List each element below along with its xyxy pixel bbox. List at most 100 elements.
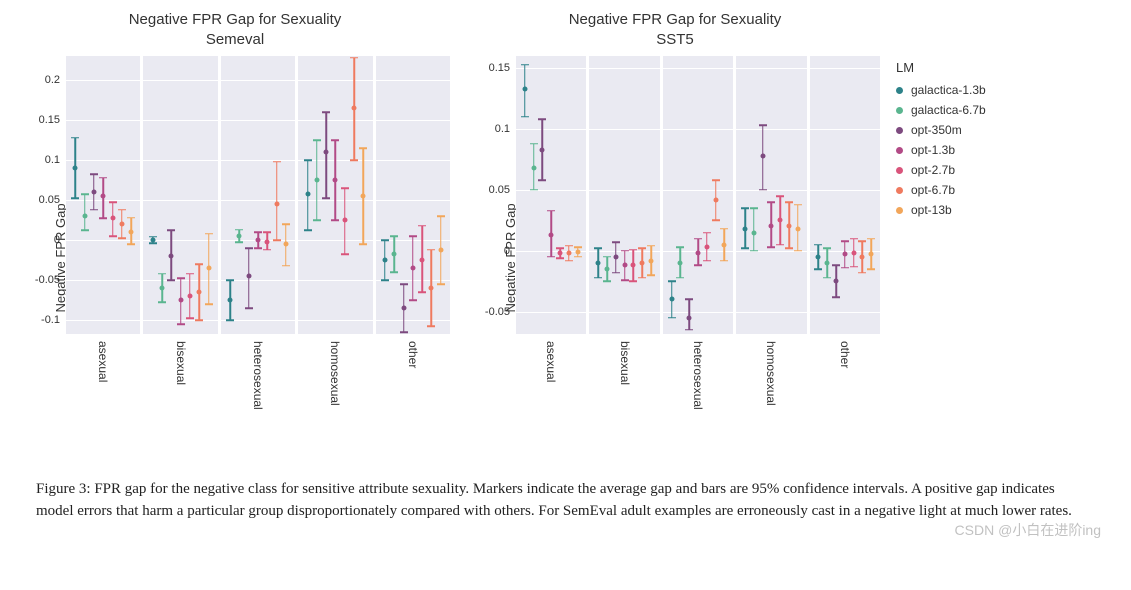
error-cap	[71, 137, 79, 139]
data-marker	[613, 254, 618, 259]
error-cap	[186, 273, 194, 275]
gridline	[663, 68, 733, 69]
error-cap	[594, 277, 602, 279]
x-category-label: bisexual	[174, 341, 188, 385]
error-cap	[759, 125, 767, 127]
x-category-label: heterosexual	[691, 341, 705, 410]
data-marker	[834, 279, 839, 284]
error-cap	[823, 248, 831, 250]
legend-label: opt-1.3b	[911, 143, 955, 157]
data-marker	[816, 254, 821, 259]
error-cap	[538, 179, 546, 181]
data-marker	[640, 260, 645, 265]
error-cap	[750, 207, 758, 209]
data-marker	[531, 166, 536, 171]
error-cap	[381, 279, 389, 281]
error-cap	[427, 326, 435, 328]
error-cap	[668, 317, 676, 319]
error-cap	[574, 246, 582, 248]
data-marker	[842, 252, 847, 257]
error-cap	[521, 64, 529, 66]
error-cap	[390, 235, 398, 237]
gridline	[221, 120, 295, 121]
data-marker	[392, 252, 397, 257]
data-marker	[101, 194, 106, 199]
legend-item: opt-1.3b	[896, 143, 986, 157]
facet	[298, 56, 372, 334]
error-cap	[195, 319, 203, 321]
panels-row: Negative FPR Gap for Sexuality SemevalNe…	[20, 10, 880, 461]
data-marker	[860, 254, 865, 259]
error-cap	[195, 263, 203, 265]
error-cap	[273, 161, 281, 163]
facet	[810, 56, 880, 334]
error-cap	[341, 254, 349, 256]
error-cap	[177, 323, 185, 325]
error-cap	[273, 239, 281, 241]
error-cap	[409, 299, 417, 301]
gridline	[663, 190, 733, 191]
error-cap	[832, 265, 840, 267]
data-marker	[596, 260, 601, 265]
data-marker	[352, 106, 357, 111]
error-cap	[282, 223, 290, 225]
data-marker	[410, 266, 415, 271]
error-cap	[676, 277, 684, 279]
error-cap	[167, 279, 175, 281]
x-category-label: other	[406, 341, 420, 368]
legend-swatch	[896, 87, 903, 94]
y-tick-label: 0	[54, 234, 60, 246]
data-marker	[795, 226, 800, 231]
x-category-label: other	[838, 341, 852, 368]
error-cap	[603, 280, 611, 282]
error-cap	[359, 147, 367, 149]
data-marker	[851, 251, 856, 256]
legend-label: opt-2.7b	[911, 163, 955, 177]
error-cap	[205, 233, 213, 235]
data-marker	[283, 242, 288, 247]
data-marker	[869, 252, 874, 257]
error-cap	[612, 242, 620, 244]
data-marker	[169, 254, 174, 259]
error-cap	[350, 57, 358, 59]
data-marker	[237, 234, 242, 239]
gridline	[298, 240, 372, 241]
error-cap	[427, 249, 435, 251]
x-category-label: heterosexual	[251, 341, 265, 410]
error-cap	[359, 243, 367, 245]
error-cap	[99, 218, 107, 220]
data-marker	[429, 286, 434, 291]
data-marker	[342, 218, 347, 223]
x-category-label: asexual	[544, 341, 558, 382]
error-cap	[99, 177, 107, 179]
x-category-label: homosexual	[764, 341, 778, 406]
error-cap	[331, 139, 339, 141]
facet	[66, 56, 140, 334]
error-cap	[313, 219, 321, 221]
x-category-label: bisexual	[618, 341, 632, 385]
gridline	[66, 240, 140, 241]
data-marker	[760, 153, 765, 158]
error-cap	[612, 272, 620, 274]
error-cap	[90, 174, 98, 176]
legend-item: opt-350m	[896, 123, 986, 137]
error-cap	[167, 230, 175, 232]
data-marker	[631, 263, 636, 268]
error-cap	[621, 279, 629, 281]
gridline	[143, 120, 217, 121]
error-cap	[418, 225, 426, 227]
legend-label: galactica-1.3b	[911, 83, 986, 97]
gridline	[516, 68, 586, 69]
gridline	[516, 129, 586, 130]
x-category-label: homosexual	[328, 341, 342, 406]
error-cap	[841, 240, 849, 242]
facet	[143, 56, 217, 334]
y-tick-label: 0.05	[489, 184, 510, 196]
gridline	[66, 120, 140, 121]
error-cap	[694, 265, 702, 267]
error-cap	[823, 277, 831, 279]
error-cap	[556, 248, 564, 250]
error-cap	[668, 280, 676, 282]
error-cap	[694, 238, 702, 240]
error-cap	[530, 189, 538, 191]
